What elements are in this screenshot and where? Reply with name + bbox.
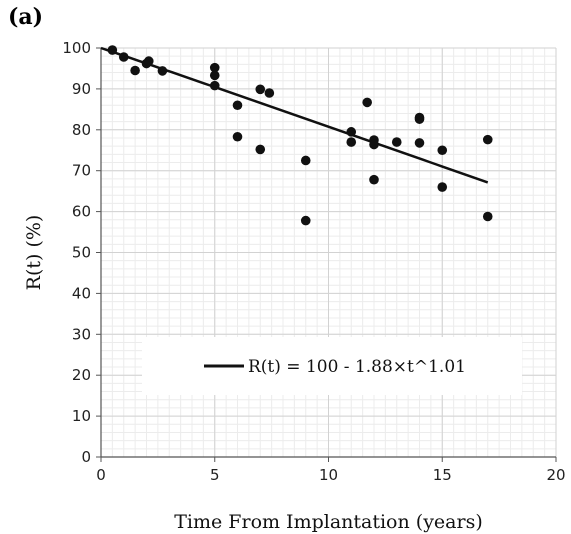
data-point xyxy=(209,80,220,91)
x-tick-label: 0 xyxy=(96,466,106,484)
data-point xyxy=(437,182,448,192)
legend-entry-fit: R(t) = 100 - 1.88×t^1.01 xyxy=(248,357,466,377)
data-point xyxy=(255,84,266,95)
data-point xyxy=(157,66,168,76)
data-points xyxy=(107,45,493,226)
data-point xyxy=(232,100,243,111)
y-tick-label: 20 xyxy=(72,366,91,384)
y-tick-label: 0 xyxy=(81,448,91,466)
y-tick-label: 10 xyxy=(72,407,91,425)
data-point xyxy=(130,65,140,76)
x-axis-title: Time From Implantation (years) xyxy=(174,511,483,533)
data-point xyxy=(391,137,402,147)
y-tick-label: 70 xyxy=(72,162,91,180)
panel-label: (a) xyxy=(8,4,44,30)
y-tick-label: 30 xyxy=(72,325,91,343)
x-tick-label: 10 xyxy=(319,466,338,484)
data-point xyxy=(300,215,311,226)
data-point xyxy=(143,56,154,66)
legend: R(t) = 100 - 1.88×t^1.01 xyxy=(142,337,522,395)
data-point xyxy=(414,114,425,124)
data-point xyxy=(482,211,493,222)
data-point xyxy=(437,145,448,156)
y-axis-title: R(t) (%) xyxy=(23,215,45,291)
y-tick-label: 40 xyxy=(72,284,91,302)
data-point xyxy=(209,70,220,81)
data-point xyxy=(414,138,425,148)
data-point xyxy=(255,144,266,155)
data-point xyxy=(346,127,357,137)
data-point xyxy=(482,134,493,145)
data-point xyxy=(118,52,129,62)
y-tick-label: 50 xyxy=(72,244,91,262)
data-point xyxy=(264,88,275,98)
x-tick-label: 20 xyxy=(546,466,565,484)
data-point xyxy=(362,97,372,108)
data-point xyxy=(209,62,220,73)
axes xyxy=(96,47,557,462)
y-tick-label: 80 xyxy=(72,121,91,139)
data-point xyxy=(300,155,311,166)
data-point xyxy=(232,131,243,142)
x-tick-labels: 0 5 10 15 20 xyxy=(96,466,565,484)
x-tick-label: 15 xyxy=(433,466,452,484)
data-point xyxy=(107,45,118,55)
y-tick-label: 60 xyxy=(72,203,91,221)
x-tick-label: 5 xyxy=(210,466,220,484)
data-point xyxy=(346,137,357,147)
y-tick-label: 90 xyxy=(72,80,91,98)
data-point xyxy=(369,174,379,185)
y-tick-label: 100 xyxy=(62,39,91,57)
data-point xyxy=(369,139,379,150)
y-tick-labels: 0 10 20 30 40 50 60 70 80 90 100 xyxy=(62,39,91,466)
